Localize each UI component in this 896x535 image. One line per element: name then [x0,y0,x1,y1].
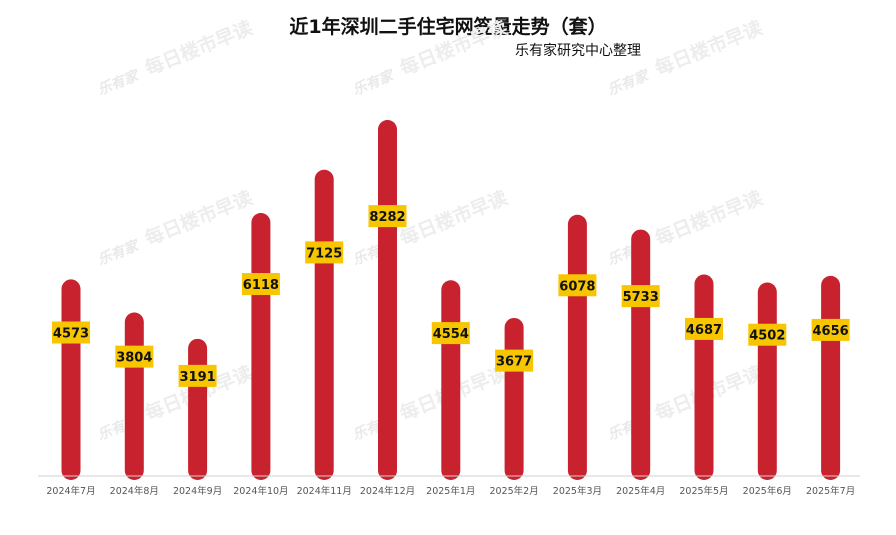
bar-4 [314,169,334,480]
watermark-text: 每日楼市早读 [396,16,510,80]
x-tick-label-0: 2024年7月 [46,485,95,497]
bar-3 [251,213,271,480]
x-tick-label-8: 2025年3月 [553,485,602,497]
bar-11 [757,282,777,480]
data-label-bg-4 [305,241,344,264]
watermark-logo: 乐有家 [605,66,652,98]
x-tick-label-11: 2025年6月 [743,485,792,497]
bar-8 [567,214,587,480]
data-label-1: 3804 [116,351,152,366]
data-label-bg-12 [811,318,850,341]
watermark-text: 每日楼市早读 [651,16,765,80]
data-label-bg-7 [495,349,534,372]
x-tick-label-4: 2024年11月 [297,485,352,497]
data-label-0: 4573 [53,327,89,342]
data-label-11: 4502 [749,329,785,344]
x-tick-label-3: 2024年10月 [233,485,288,497]
bar-10 [694,274,714,480]
x-tick-label-1: 2024年8月 [110,485,159,497]
x-tick-label-6: 2025年1月 [426,485,475,497]
data-label-bg-0 [52,321,90,344]
x-tick-label-10: 2025年5月 [679,485,728,497]
x-tick-labels-layer: 2024年7月 2024年8月 2024年9月 2024年10月 2024年11月 202… [46,485,855,497]
x-tick-label-9: 2025年4月 [616,485,665,497]
data-label-4: 7125 [306,246,342,261]
data-label-10: 4687 [686,323,722,338]
bars-layer [61,120,841,480]
bar-1 [124,312,144,480]
bar-9 [631,229,651,480]
bar-12 [821,275,841,480]
watermark-logo: 乐有家 [95,66,142,98]
data-label-3: 6118 [243,278,279,293]
data-label-bg-11 [748,323,787,346]
data-label-bg-5 [368,205,407,228]
data-label-12: 4656 [813,324,849,339]
bar-7 [504,317,524,480]
watermark-text: 每日楼市早读 [396,186,510,250]
data-label-2: 3191 [180,370,216,385]
data-label-bg-1 [115,345,154,368]
data-label-bg-8 [558,274,597,297]
data-label-9: 5733 [623,290,659,305]
data-label-bg-2 [178,364,217,387]
data-label-bg-3 [241,273,280,296]
data-label-8: 6078 [559,279,595,294]
watermark-text: 每日楼市早读 [651,186,765,250]
watermark-text: 每日楼市早读 [141,186,255,250]
data-label-bg-9 [621,285,660,308]
chart-subtitle: 乐有家研究中心整理 [515,43,641,59]
x-tick-label-5: 2024年12月 [360,485,415,497]
data-label-bg-10 [685,317,723,340]
data-label-bg-6 [431,322,470,345]
watermark-logo: 乐有家 [350,66,397,98]
x-tick-label-12: 2025年7月 [806,485,855,497]
watermark-text: 每日楼市早读 [141,16,255,80]
x-tick-label-7: 2025年2月 [489,485,538,497]
bar-5 [378,120,397,480]
x-tick-label-2: 2024年9月 [173,485,222,497]
data-label-6: 4554 [433,327,469,342]
chart-title: 近1年深圳二手住宅网签量走势（套） [289,16,607,38]
bar-6 [441,280,461,480]
watermark-logo: 乐有家 [95,236,142,268]
data-label-7: 3677 [496,355,532,370]
bar-0 [61,279,81,480]
bar-2 [188,338,208,480]
data-labels-layer: 4573 3804 3191 6118 7125 8282 4554 3677 6078 5733… [52,205,850,387]
data-label-5: 8282 [369,210,405,225]
